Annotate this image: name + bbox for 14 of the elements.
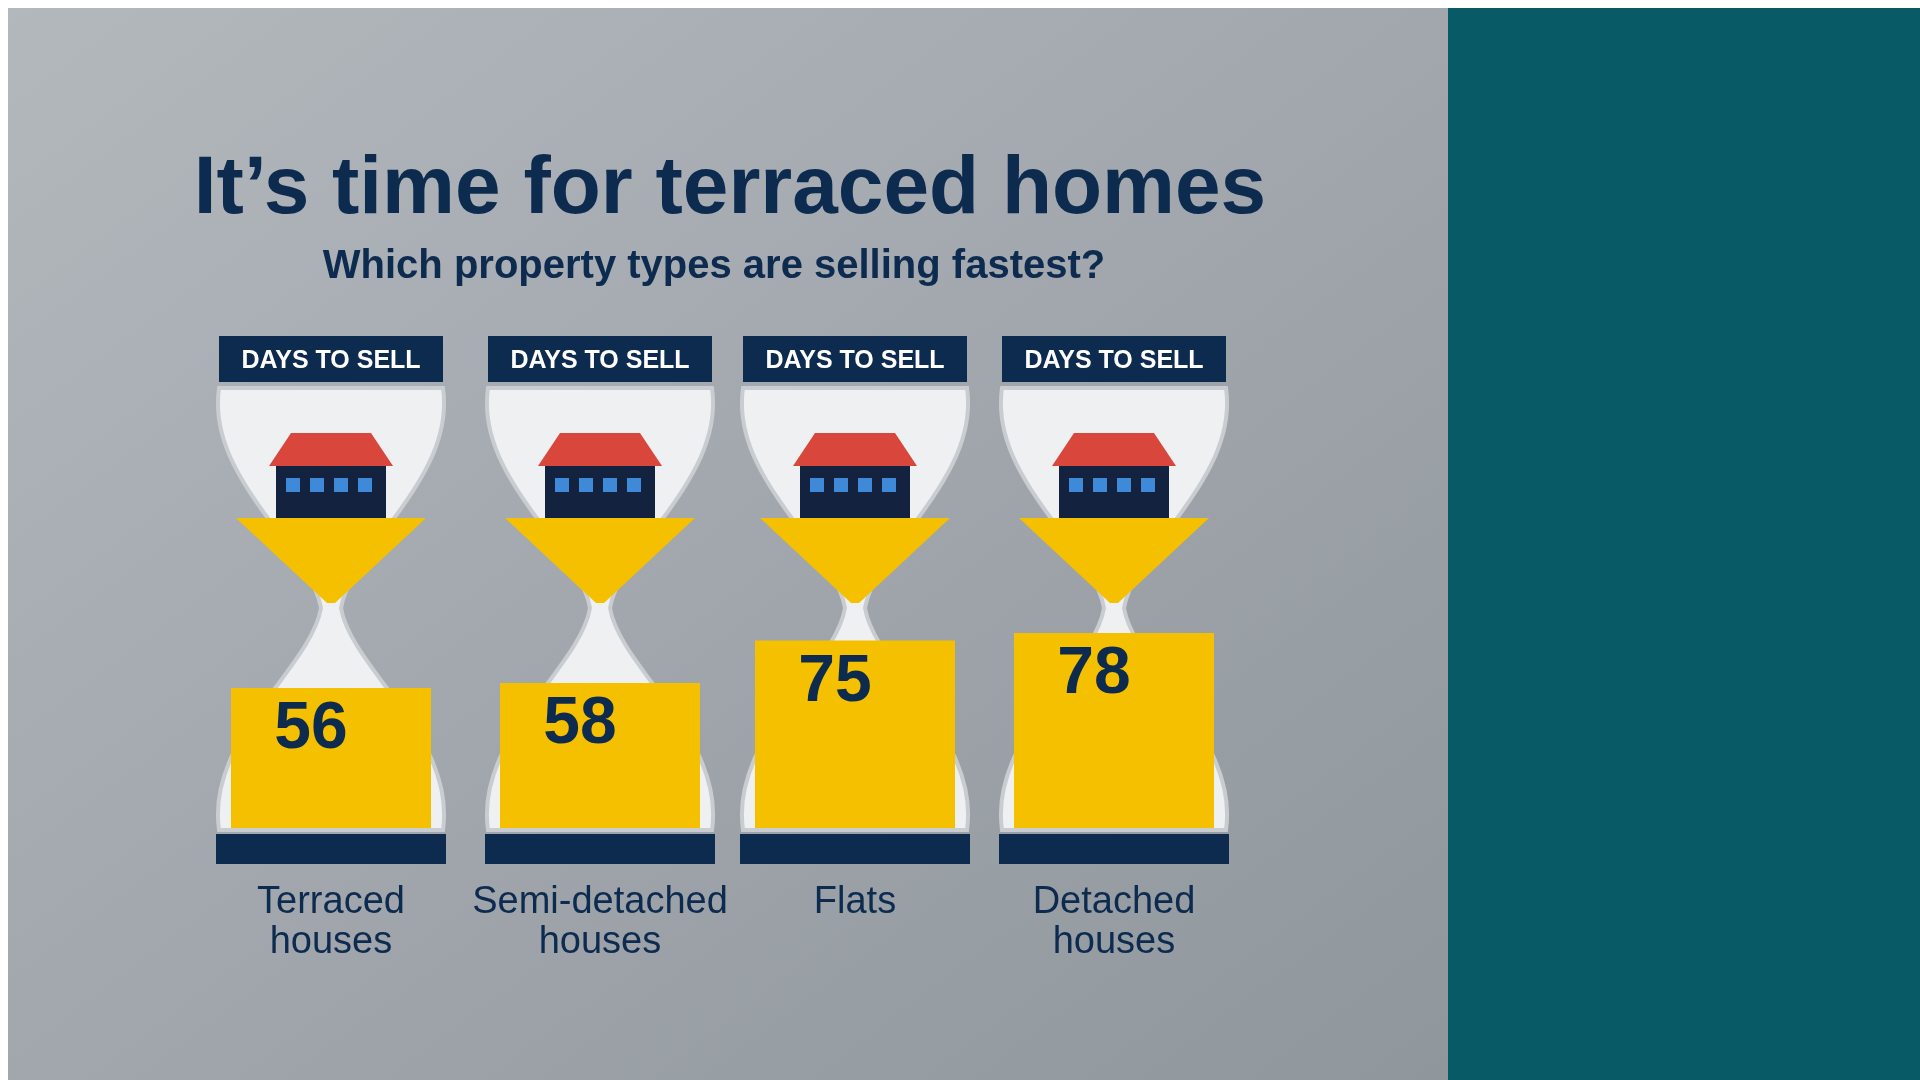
- text: DAYS TO SELL: [241, 345, 421, 373]
- x-tick-label: Semi-detached houses: [472, 879, 728, 961]
- text: DAYS TO SELL: [1024, 345, 1204, 373]
- x-tick-label: Detached houses: [1032, 879, 1196, 961]
- data-label: 78: [1057, 633, 1131, 707]
- chart-title: It’s time for terraced homes: [193, 139, 1267, 230]
- x-tick-label: Terraced houses: [257, 879, 405, 961]
- text: DAYS TO SELL: [510, 345, 690, 373]
- text: DAYS TO SELL: [765, 345, 945, 373]
- data-label: 75: [798, 640, 872, 715]
- x-tick-label: Flats: [813, 879, 897, 921]
- data-label: 58: [543, 683, 617, 757]
- data-label: 56: [274, 688, 348, 762]
- chart-subtitle: Which property types are selling fastest?: [322, 242, 1106, 286]
